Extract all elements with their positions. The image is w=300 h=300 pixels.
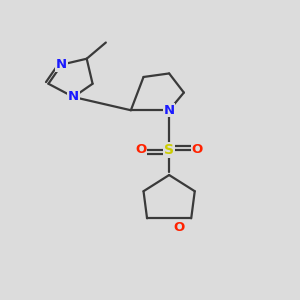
Text: N: N xyxy=(164,104,175,117)
Text: S: S xyxy=(164,143,174,157)
Text: O: O xyxy=(191,143,203,157)
Text: O: O xyxy=(174,220,185,234)
Text: O: O xyxy=(136,143,147,157)
Text: N: N xyxy=(68,91,79,103)
Text: N: N xyxy=(56,58,67,71)
